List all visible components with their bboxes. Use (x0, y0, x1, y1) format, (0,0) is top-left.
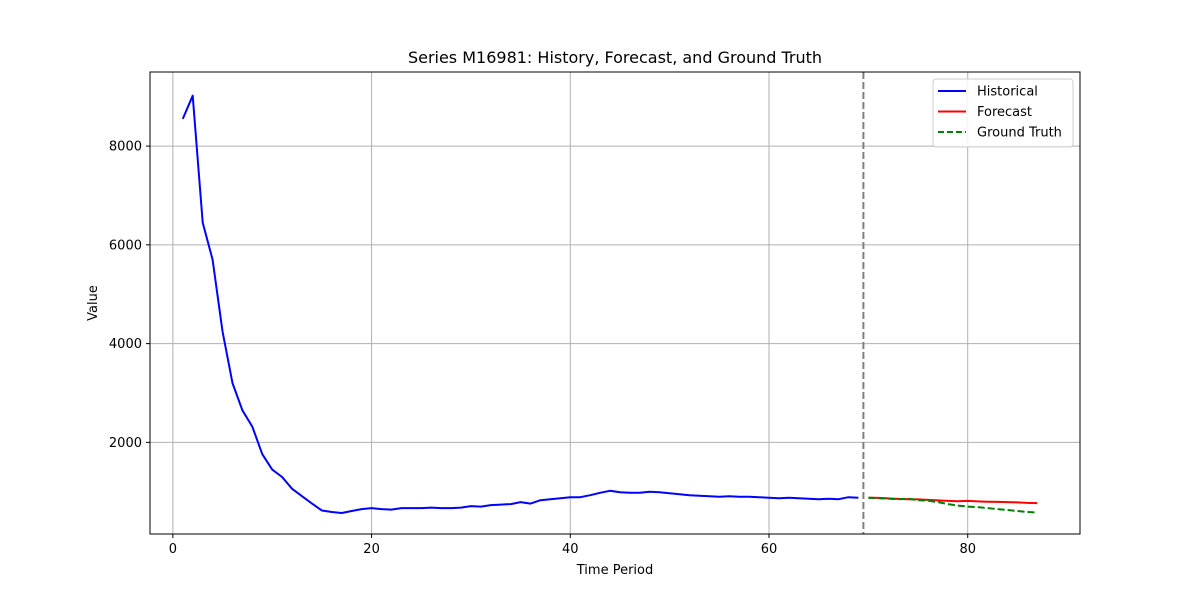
legend-label-historical: Historical (977, 85, 1038, 100)
y-tick-label: 4000 (109, 337, 142, 352)
y-axis-label: Value (86, 285, 101, 321)
legend-box (932, 78, 1074, 148)
legend-label-forecast: Forecast (977, 105, 1032, 120)
x-tick-label: 80 (959, 542, 976, 557)
x-tick-label: 0 (169, 542, 177, 557)
plot-area-frame (149, 71, 1081, 535)
series-lines (181, 94, 1038, 514)
axis-ticks: 0 20 40 60 80 2000 4000 6000 8000 (109, 140, 976, 557)
series-line-historical (181, 94, 859, 514)
x-axis-label: Time Period (576, 563, 653, 578)
y-tick-label: 6000 (109, 238, 142, 253)
x-tick-label: 20 (363, 542, 380, 557)
x-tick-label: 40 (562, 542, 579, 557)
chart-title: Series M16981: History, Forecast, and Gr… (408, 48, 822, 67)
grid (150, 72, 1080, 534)
legend: Historical Forecast Ground Truth (932, 78, 1074, 148)
y-tick-label: 8000 (109, 140, 142, 155)
x-tick-label: 60 (761, 542, 778, 557)
series-line-ground-truth (868, 496, 1038, 514)
series-line-forecast (868, 496, 1038, 505)
legend-label-ground-truth: Ground Truth (977, 126, 1062, 141)
y-tick-label: 2000 (109, 436, 142, 451)
